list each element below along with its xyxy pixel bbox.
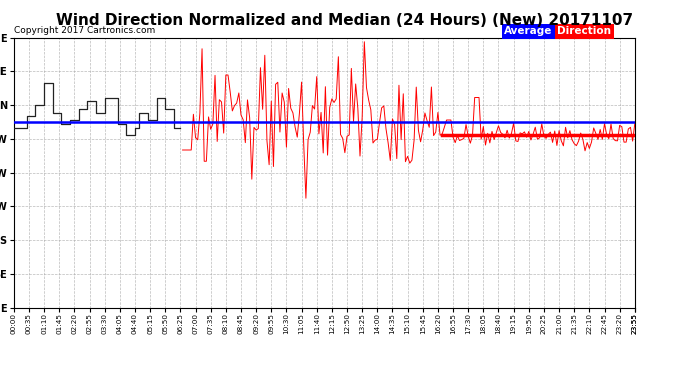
Text: Average: Average [504,26,553,36]
Text: Copyright 2017 Cartronics.com: Copyright 2017 Cartronics.com [14,26,156,35]
Text: Wind Direction Normalized and Median (24 Hours) (New) 20171107: Wind Direction Normalized and Median (24… [57,13,633,28]
Text: Direction: Direction [558,26,611,36]
